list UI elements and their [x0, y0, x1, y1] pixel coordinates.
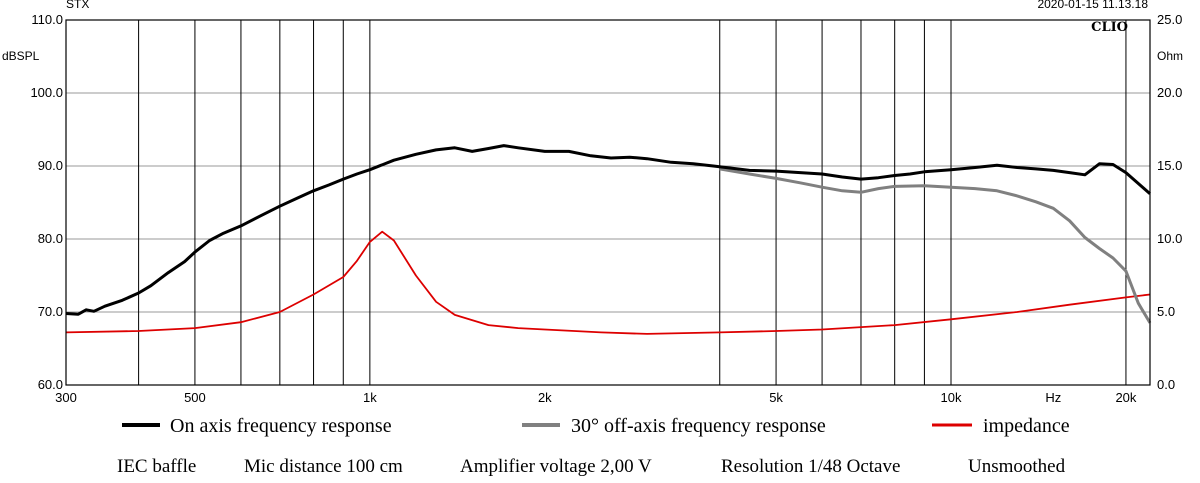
- footer-amp-voltage: Amplifier voltage 2,00 V: [460, 456, 652, 477]
- y2-tick-label: 20.0: [1157, 85, 1182, 100]
- x-tick-label: 10k: [941, 390, 962, 405]
- x-tick-label: 2k: [538, 390, 552, 405]
- y2-tick-label: 15.0: [1157, 158, 1182, 173]
- y2-tick-label: 0.0: [1157, 377, 1175, 392]
- y-tick-label: 90.0: [38, 158, 63, 173]
- legend-label-off-axis: 30° off-axis frequency response: [571, 415, 826, 437]
- legend: On axis frequency response 30° off-axis …: [122, 415, 1070, 437]
- series-line: [65, 144, 1151, 316]
- y2-tick-label: 5.0: [1157, 304, 1175, 319]
- y-tick-label: 60.0: [38, 377, 63, 392]
- series-group: [65, 144, 1152, 335]
- legend-label-impedance: impedance: [983, 415, 1070, 437]
- right-axis-unit: Ohm: [1157, 49, 1183, 63]
- x-tick-label: 5k: [769, 390, 783, 405]
- plot-frame: [65, 19, 1151, 386]
- gridlines: [66, 20, 1150, 385]
- x-tick-label: 500: [184, 390, 206, 405]
- measurement-info: IEC baffle Mic distance 100 cm Amplifier…: [117, 456, 1066, 477]
- legend-label-on-axis: On axis frequency response: [170, 415, 392, 437]
- left-axis-unit: dBSPL: [2, 49, 40, 63]
- x-tick-label: 300: [55, 390, 77, 405]
- x-tick-label: 20k: [1115, 390, 1136, 405]
- y-tick-label: 80.0: [38, 231, 63, 246]
- footer-baffle: IEC baffle: [117, 456, 196, 477]
- y-tick-label: 70.0: [38, 304, 63, 319]
- series-line: [65, 230, 1151, 335]
- y2-tick-label: 10.0: [1157, 231, 1182, 246]
- series-line: [719, 167, 1152, 324]
- x-tick-label: 1k: [363, 390, 377, 405]
- footer-mic-distance: Mic distance 100 cm: [244, 456, 403, 477]
- x-tick-label: Hz: [1045, 390, 1061, 405]
- y-tick-label: 100.0: [30, 85, 63, 100]
- footer-smoothing: Unsmoothed: [968, 456, 1066, 477]
- tick-labels: 60.0 70.0 80.0 90.0 100.0 110.0 0.0 5.0 10.0 15.0…: [30, 12, 1182, 405]
- header-left-label: STX: [66, 0, 89, 11]
- clio-logo: CLIO: [1091, 20, 1128, 35]
- y-tick-label: 110.0: [31, 12, 63, 27]
- y2-tick-label: 25.0: [1157, 12, 1182, 27]
- header-timestamp: 2020-01-15 11.13.18: [1037, 0, 1148, 11]
- footer-resolution: Resolution 1/48 Octave: [721, 456, 900, 477]
